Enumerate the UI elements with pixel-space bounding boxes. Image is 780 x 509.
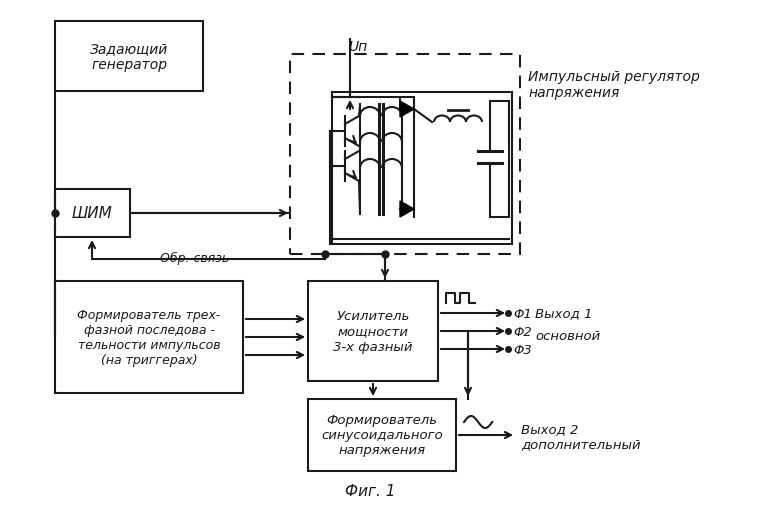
Text: Выход 1: Выход 1 — [535, 307, 592, 320]
Bar — [55, 281, 243, 393]
Bar — [290, 55, 520, 255]
Polygon shape — [400, 202, 414, 217]
Bar — [55, 22, 203, 92]
Text: Импульсный регулятор
напряжения: Импульсный регулятор напряжения — [528, 70, 700, 100]
Bar — [332, 93, 512, 244]
Bar — [308, 281, 438, 381]
Text: Задающий
генератор: Задающий генератор — [90, 42, 168, 72]
Text: Формирователь трех-
фазной последова -
тельности импульсов
(на триггерах): Формирователь трех- фазной последова - т… — [77, 308, 221, 366]
Text: Формирователь
синусоидального
напряжения: Формирователь синусоидального напряжения — [321, 414, 443, 457]
Polygon shape — [400, 102, 414, 118]
Text: Uп: Uп — [348, 40, 367, 54]
Text: дополнительный: дополнительный — [521, 438, 640, 450]
Bar — [55, 190, 130, 238]
Text: Выход 2: Выход 2 — [521, 422, 579, 436]
Text: ШИМ: ШИМ — [72, 206, 112, 221]
Text: Φ2: Φ2 — [513, 325, 532, 338]
Text: Φ3: Φ3 — [513, 343, 532, 356]
Text: Фиг. 1: Фиг. 1 — [345, 484, 395, 498]
Text: Φ1: Φ1 — [513, 307, 532, 320]
Text: Обр. связь: Обр. связь — [160, 251, 229, 264]
Text: основной: основной — [535, 330, 601, 343]
Text: Усилитель
мощности
3-х фазный: Усилитель мощности 3-х фазный — [333, 310, 413, 353]
Bar — [308, 399, 456, 471]
